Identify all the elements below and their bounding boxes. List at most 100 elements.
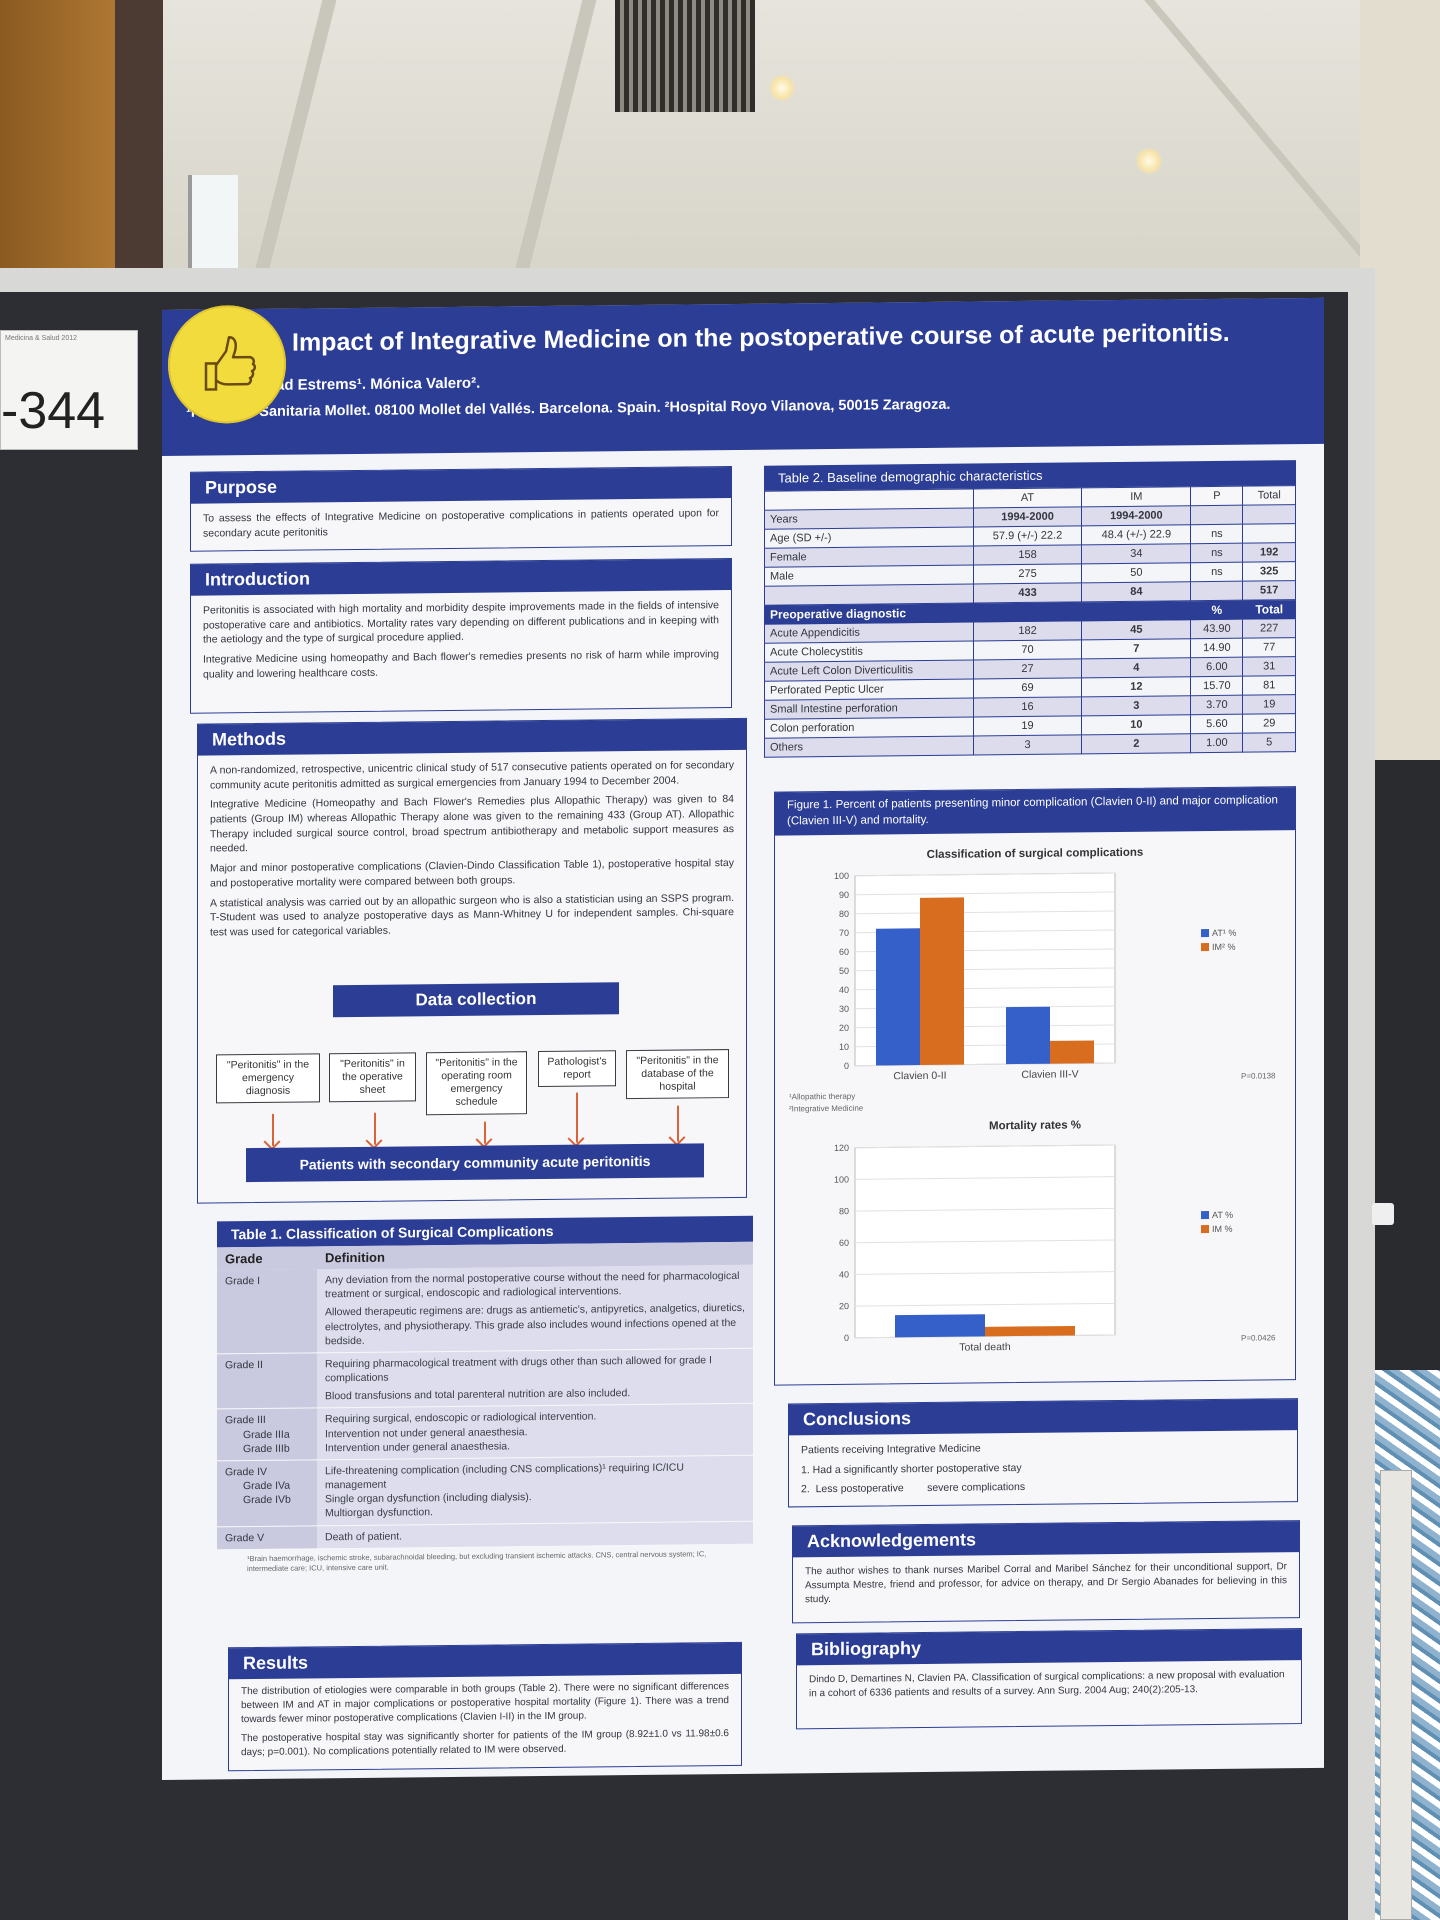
y-tick-label: 20 xyxy=(839,1301,849,1311)
table2-cell: 43.90 xyxy=(1190,619,1243,639)
poster-title: Impact of Integrative Medicine on the po… xyxy=(292,318,1230,357)
down-arrow-icon xyxy=(677,1105,679,1142)
y-tick-label: 80 xyxy=(839,1206,849,1216)
stand-pole xyxy=(1380,1470,1412,1920)
table2-cell: 81 xyxy=(1242,675,1296,696)
methods-body: A non-randomized, retrospective, unicent… xyxy=(198,750,746,953)
table2-cell: 45 xyxy=(1081,619,1191,640)
legend-swatch xyxy=(1201,1211,1209,1220)
gridline xyxy=(855,1144,1115,1149)
ceiling-light xyxy=(769,75,795,101)
table2-cell: Female xyxy=(764,546,974,568)
chart1-legend: AT¹ % IM² % xyxy=(1201,926,1236,955)
table2-cell: 12 xyxy=(1081,676,1191,697)
figure1-section: Figure 1. Percent of patients presenting… xyxy=(774,786,1296,1386)
table1-grade-label: Grade IVa xyxy=(243,1479,291,1493)
table1-grade: Grade V xyxy=(217,1525,317,1550)
table2-cell: ns xyxy=(1190,524,1243,544)
results-section: Results The distribution of etiologies w… xyxy=(228,1641,742,1772)
table2-cell: 1.00 xyxy=(1190,733,1243,753)
conclusions-item: 1. Had a significantly shorter postopera… xyxy=(801,1461,1022,1476)
table1-definition: Life-threatening complication (including… xyxy=(317,1455,753,1526)
table2-col-header: Total xyxy=(1242,485,1296,506)
y-tick-label: 100 xyxy=(834,1174,849,1184)
table2-cell xyxy=(1190,581,1243,601)
table2-col-header xyxy=(764,489,974,511)
chart1-legend-item: AT¹ % xyxy=(1201,926,1236,941)
x-category-label: Clavien III-V xyxy=(1021,1068,1078,1080)
gridline xyxy=(855,872,1115,877)
introduction-paragraph: Peritonitis is associated with high mort… xyxy=(203,599,719,646)
poster-affiliations: ¹Fundació Sanitaria Mollet. 08100 Mollet… xyxy=(186,396,951,421)
table1: Grade Definition Grade I Any deviation f… xyxy=(217,1241,753,1550)
y-tick-label: 70 xyxy=(839,928,849,938)
table2-cell: 325 xyxy=(1242,561,1296,582)
table2-cell: 2 xyxy=(1081,733,1191,754)
conclusions-intro: Patients receiving Integrative Medicine xyxy=(801,1442,981,1457)
results-paragraph: The postoperative hospital stay was sign… xyxy=(241,1728,729,1759)
table1-definition: Requiring pharmacological treatment with… xyxy=(317,1348,753,1409)
y-tick-label: 60 xyxy=(839,947,849,957)
table2-cell: 84 xyxy=(1081,581,1191,602)
table1-definition-text: Allowed therapeutic regimens are: drugs … xyxy=(325,1302,745,1347)
table2-col-header: IM xyxy=(1081,486,1191,507)
legend-swatch xyxy=(1201,929,1209,938)
down-arrow-icon xyxy=(576,1092,578,1143)
poster-authors: ad Estrems¹. Mónica Valero². xyxy=(276,374,481,394)
results-body: The distribution of etiologies were comp… xyxy=(229,1674,741,1771)
acknowledgements-section: Acknowledgements The author wishes to th… xyxy=(792,1520,1300,1624)
y-tick-label: 50 xyxy=(839,966,849,976)
gridline xyxy=(855,891,1115,896)
table2-cell: Years xyxy=(764,508,974,530)
conclusions-section: Conclusions Patients receiving Integrati… xyxy=(788,1398,1298,1508)
y-tick-label: 0 xyxy=(844,1061,849,1071)
purpose-text: To assess the effects of Integrative Med… xyxy=(203,507,719,540)
table2-cell: 6.00 xyxy=(1190,657,1243,677)
table2-cell: 5.60 xyxy=(1190,714,1243,734)
down-arrow-icon xyxy=(484,1121,486,1144)
chart2-legend: AT % IM % xyxy=(1201,1208,1233,1237)
gridline xyxy=(855,1239,1115,1244)
table1-definition: Requiring surgical, endoscopic or radiol… xyxy=(317,1403,753,1460)
table2-cell: Perforated Peptic Ulcer xyxy=(764,679,974,701)
table1-definition-text: Blood transfusions and total parenteral … xyxy=(325,1387,631,1403)
chart2-legend-label: AT % xyxy=(1212,1209,1234,1221)
board-clip xyxy=(1372,1203,1394,1225)
table2-col-header: P xyxy=(1190,486,1243,506)
table2-diagnostics: Acute Appendicitis 182 45 43.90 227 Acute Cho… xyxy=(764,618,1296,758)
figure1-footnote: ¹Allopathic therapy xyxy=(789,1091,856,1102)
down-arrow-icon xyxy=(272,1113,274,1146)
table2-cell: 433 xyxy=(973,582,1082,604)
methods-section: Methods A non-randomized, retrospective,… xyxy=(197,717,747,1204)
board-number-card: Medicina & Salud 2012 -344 xyxy=(0,330,138,450)
chart1-pvalue: P=0.0138 xyxy=(1241,1071,1276,1081)
table2: AT IM P Total Years 1994-2000 1994-2000 Age… xyxy=(764,485,1296,758)
figure1-caption: Figure 1. Percent of patients presenting… xyxy=(775,787,1295,836)
table2-col-header: AT xyxy=(973,487,1082,509)
legend-swatch xyxy=(1201,1225,1209,1234)
table1-definition-text: Multiorgan dysfunction. xyxy=(325,1506,433,1520)
y-tick-label: 40 xyxy=(839,1269,849,1279)
data-source-box: "Peritonitis" in the database of the hos… xyxy=(626,1049,729,1100)
table2-cell xyxy=(1242,523,1296,544)
table1-row: Grade I Any deviation from the normal po… xyxy=(217,1264,753,1354)
table2-cell: 19 xyxy=(1242,694,1296,715)
table2-cell xyxy=(1190,505,1243,525)
x-category-label: Total death xyxy=(959,1341,1011,1352)
y-tick-label: 30 xyxy=(839,1004,849,1014)
acknowledgements-text: The author wishes to thank nurses Maribe… xyxy=(805,1561,1287,1606)
data-source-box: "Peritonitis" in the operative sheet xyxy=(329,1052,416,1103)
y-tick-label: 100 xyxy=(834,871,849,881)
table2-cell: 275 xyxy=(973,563,1082,585)
gridline xyxy=(855,910,1115,915)
table1-grade: Grade I xyxy=(217,1269,317,1354)
gridline xyxy=(855,1176,1115,1180)
table2-cell: 31 xyxy=(1242,656,1296,677)
data-collection-heading: Data collection xyxy=(333,982,619,1018)
bar xyxy=(876,928,920,1066)
table2-cell: 192 xyxy=(1242,542,1296,563)
table2-cell: 69 xyxy=(973,677,1082,699)
table2-cell: 227 xyxy=(1242,618,1296,639)
legend-swatch xyxy=(1201,943,1209,952)
chart2-title: Mortality rates % xyxy=(988,1119,1082,1133)
